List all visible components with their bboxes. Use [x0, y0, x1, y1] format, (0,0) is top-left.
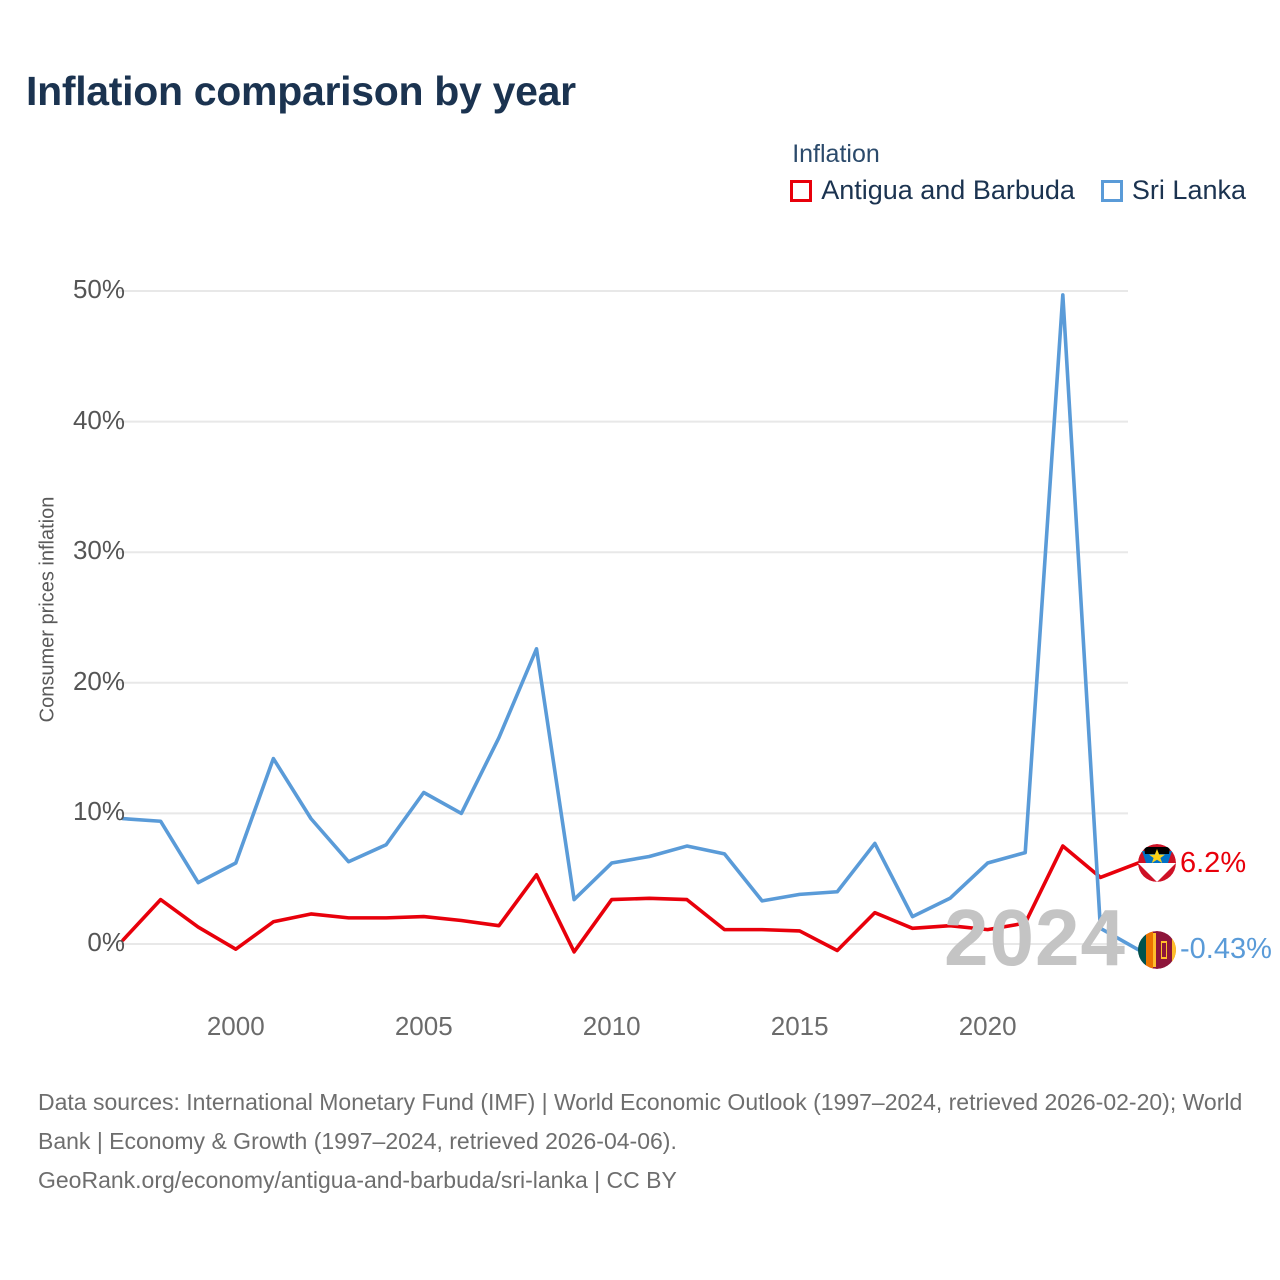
end-value-antigua-and-barbuda: 6.2%	[1180, 846, 1247, 879]
legend-label-antigua-and-barbuda: Antigua and Barbuda	[821, 175, 1075, 205]
antigua-and-barbuda-flag	[1138, 844, 1176, 883]
legend-item-sri-lanka[interactable]: Sri Lanka	[1100, 175, 1246, 206]
x-axis-tick-2020: 2020	[958, 1011, 1017, 1041]
x-axis-tick-2010: 2010	[582, 1011, 641, 1041]
x-axis-tick-2015: 2015	[770, 1011, 829, 1041]
sri-lanka-flag	[1138, 930, 1176, 969]
y-axis-title: Consumer prices inflation	[36, 496, 59, 723]
legend-swatch-sri-lanka	[1100, 179, 1123, 202]
legend-label-sri-lanka: Sri Lanka	[1131, 175, 1246, 205]
year-watermark: 2024	[944, 893, 1126, 982]
legend-title: Inflation	[792, 140, 880, 168]
y-axis-tick-0%: 0%	[87, 927, 125, 957]
legend-items: Antigua and Barbuda Sri Lanka	[790, 175, 1246, 206]
end-label-sri-lanka: -0.43%	[1138, 930, 1272, 969]
y-axis-tick-10%: 10%	[72, 796, 125, 827]
chart-legend: Inflation Antigua and Barbuda Sri Lanka	[790, 140, 1246, 206]
footer-sources: Data sources: International Monetary Fun…	[38, 1083, 1253, 1200]
footer-line-1: Data sources: International Monetary Fun…	[38, 1089, 1243, 1154]
footer-line-2: GeoRank.org/economy/antigua-and-barbuda/…	[38, 1167, 677, 1193]
y-axis-tick-50%: 50%	[72, 274, 125, 304]
x-axis-tick-2005: 2005	[394, 1011, 453, 1041]
x-axis-tick-2000: 2000	[206, 1011, 265, 1041]
legend-swatch-antigua-and-barbuda	[790, 179, 813, 202]
end-label-antigua-and-barbuda: 6.2%	[1138, 844, 1247, 883]
legend-item-antigua-and-barbuda[interactable]: Antigua and Barbuda	[790, 175, 1075, 206]
end-value-sri-lanka: -0.43%	[1180, 933, 1272, 966]
y-axis-tick-30%: 30%	[72, 535, 125, 566]
page-title: Inflation comparison by year	[26, 68, 576, 114]
y-axis-tick-40%: 40%	[72, 404, 125, 435]
y-axis-tick-20%: 20%	[72, 665, 125, 696]
